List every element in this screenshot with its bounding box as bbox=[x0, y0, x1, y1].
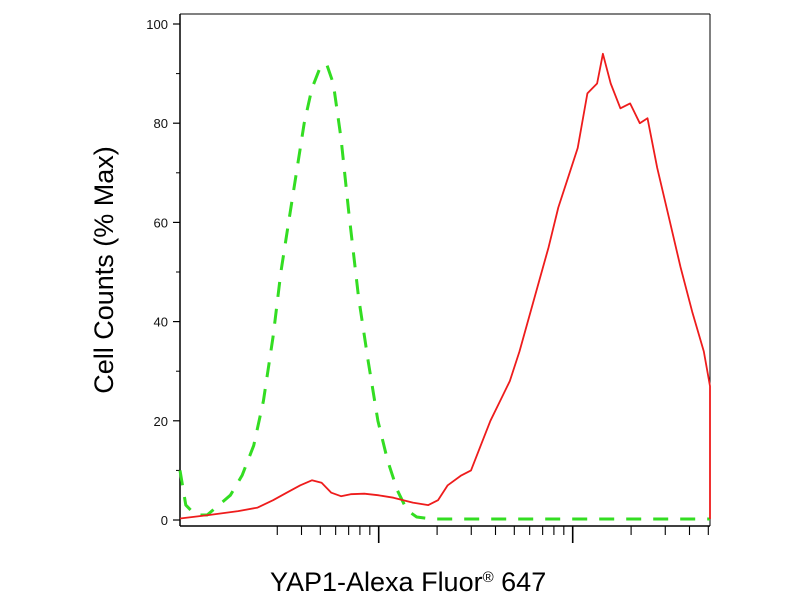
y-tick-label: 40 bbox=[154, 315, 168, 330]
series-layer bbox=[178, 52, 711, 521]
x-axis-title-main: YAP1-Alexa Fluor bbox=[270, 567, 483, 597]
y-tick-label: 100 bbox=[146, 17, 168, 32]
x-axis-ticks bbox=[276, 526, 709, 543]
y-tick-label: 80 bbox=[154, 116, 168, 131]
x-axis-title-number: 647 bbox=[494, 567, 547, 597]
y-axis-ticks: 0 20 40 60 80 100 bbox=[146, 17, 180, 528]
y-axis-title: Cell Counts (% Max) bbox=[89, 146, 119, 394]
y-tick-label: 0 bbox=[161, 513, 168, 528]
y-tick-label: 20 bbox=[154, 414, 168, 429]
plot-frame bbox=[179, 13, 711, 527]
solid-histogram-line bbox=[179, 52, 711, 520]
x-axis-title: YAP1-Alexa Fluor® 647 bbox=[270, 567, 546, 597]
dashed-histogram-line bbox=[178, 62, 710, 521]
y-tick-label: 60 bbox=[154, 215, 168, 230]
x-axis-title-registered-mark: ® bbox=[483, 569, 494, 586]
